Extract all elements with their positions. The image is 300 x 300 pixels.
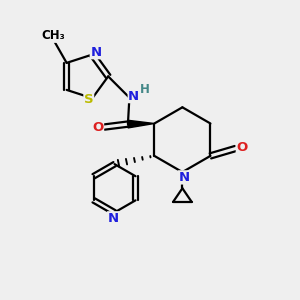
Text: N: N: [108, 212, 119, 225]
Text: H: H: [140, 83, 150, 96]
Polygon shape: [128, 120, 154, 128]
Text: N: N: [178, 171, 189, 184]
Text: O: O: [92, 121, 104, 134]
Text: CH₃: CH₃: [41, 29, 65, 42]
Text: S: S: [84, 93, 94, 106]
Text: O: O: [236, 141, 247, 154]
Text: N: N: [128, 90, 140, 103]
Text: N: N: [90, 46, 101, 59]
